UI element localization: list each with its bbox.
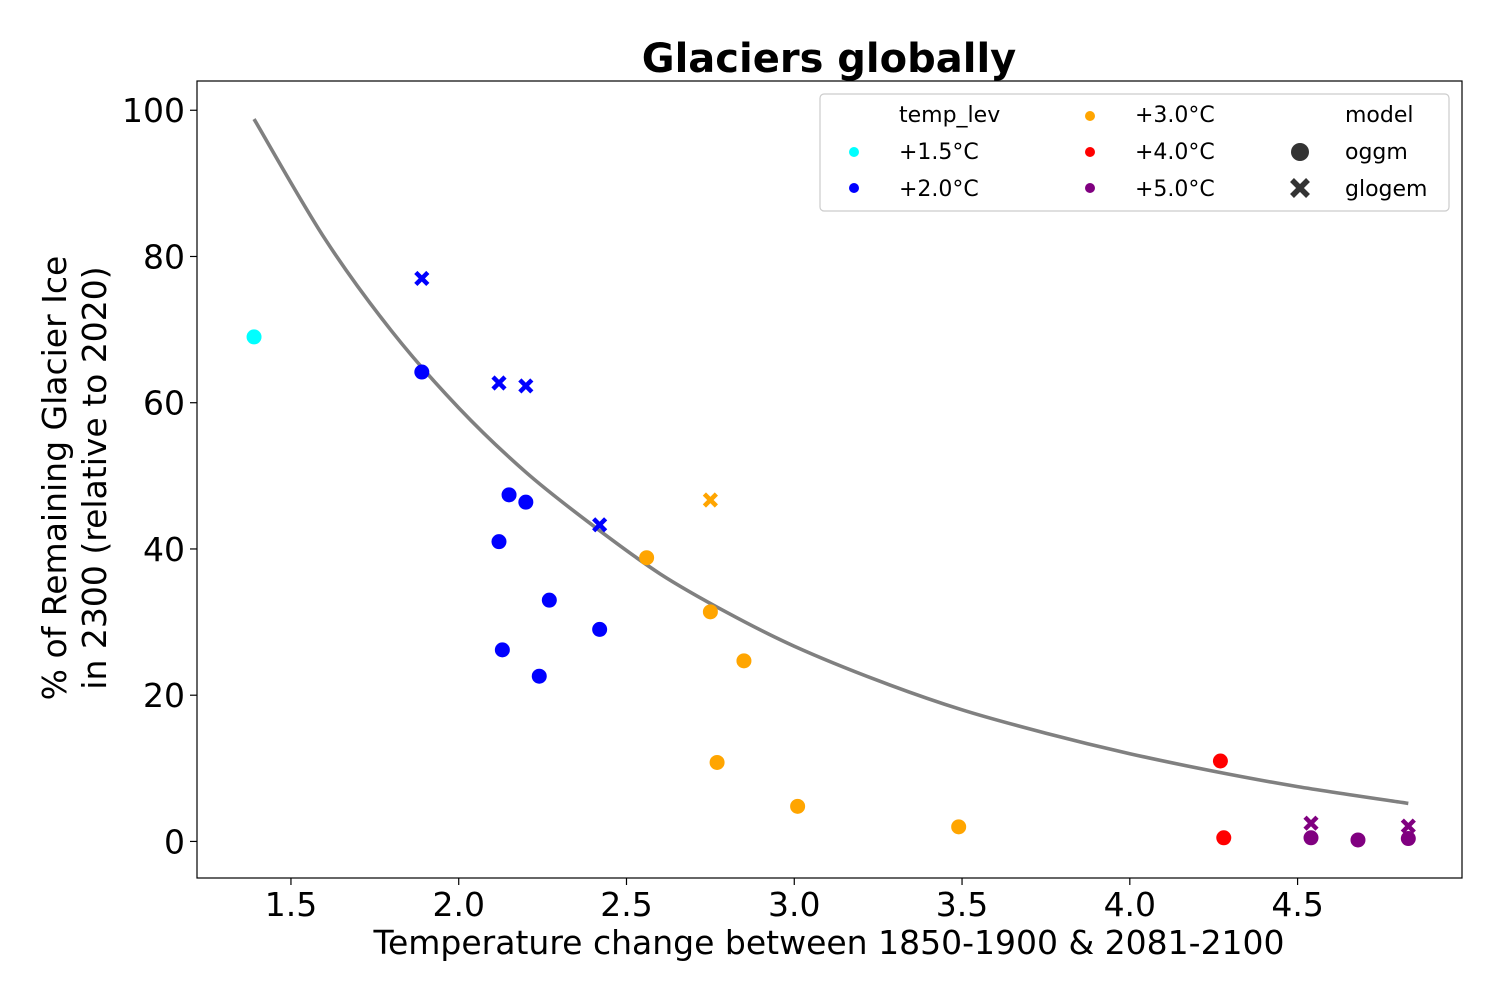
data-point-oggm [491, 534, 507, 550]
x-tick-label: 2.0 [432, 885, 484, 924]
legend-label-3-0: +3.0°C [1135, 103, 1215, 128]
plot-area [196, 80, 1463, 879]
data-point-oggm [531, 668, 547, 684]
legend: temp_lev model +1.5°C +2.0°C +3.0°C +4.0… [819, 93, 1450, 212]
data-point-oggm [246, 329, 262, 345]
chart-title: Glaciers globally [642, 36, 1017, 82]
data-point-oggm [1303, 830, 1319, 846]
x-tick-label: 2.5 [600, 885, 652, 924]
data-point-glogem [702, 492, 718, 508]
legend-marker-oggm [1291, 143, 1309, 161]
legend-label-oggm: oggm [1345, 140, 1408, 165]
data-point-oggm [702, 604, 718, 620]
data-point-glogem [592, 517, 608, 533]
data-point-glogem [518, 378, 534, 394]
data-point-oggm [501, 487, 517, 503]
y-tick-label: 60 [143, 384, 185, 423]
data-point-glogem [1303, 815, 1319, 831]
legend-marker-3-0 [1085, 111, 1095, 121]
data-point-oggm [494, 642, 510, 658]
data-point-oggm [414, 364, 430, 380]
y-axis-label-line2: in 2300 (relative to 2020) [75, 266, 114, 689]
data-point-oggm [541, 592, 557, 608]
legend-label-1-5: +1.5°C [899, 140, 979, 165]
legend-label-2-0: +2.0°C [899, 177, 979, 202]
y-axis-ticks: 0 20 40 60 80 100 [122, 91, 197, 861]
x-tick-label: 3.5 [936, 885, 988, 924]
y-tick-label: 40 [143, 530, 185, 569]
legend-marker-4-0 [1085, 147, 1095, 157]
x-axis-ticks: 1.5 2.0 2.5 3.0 3.5 4.0 4.5 [265, 878, 1324, 924]
data-point-oggm [709, 754, 725, 770]
y-axis-label-line1: % of Remaining Glacier Ice [35, 256, 74, 701]
x-tick-label: 4.0 [1104, 885, 1156, 924]
data-point-oggm [1350, 832, 1366, 848]
data-point-oggm [1216, 830, 1232, 846]
legend-marker-2-0 [849, 183, 859, 193]
y-tick-label: 20 [143, 676, 185, 715]
data-point-oggm [518, 494, 534, 510]
data-point-oggm [1400, 831, 1416, 847]
data-point-oggm [1212, 753, 1228, 769]
data-point-oggm [951, 819, 967, 835]
data-point-glogem [1400, 818, 1416, 834]
legend-title-temp: temp_lev [899, 103, 1000, 128]
data-point-oggm [639, 550, 655, 566]
x-tick-label: 4.5 [1271, 885, 1323, 924]
data-points [246, 270, 1416, 848]
y-tick-label: 0 [164, 822, 185, 861]
data-point-glogem [491, 375, 507, 391]
legend-label-glogem: glogem [1345, 177, 1427, 202]
legend-marker-5-0 [1085, 183, 1095, 193]
y-tick-label: 80 [143, 237, 185, 276]
legend-label-4-0: +4.0°C [1135, 140, 1215, 165]
data-point-oggm [790, 798, 806, 814]
fit-curve [252, 118, 1409, 806]
legend-title-model: model [1345, 103, 1414, 128]
legend-marker-glogem [1290, 178, 1310, 198]
y-tick-label: 100 [122, 91, 185, 130]
data-point-oggm [592, 621, 608, 637]
x-tick-label: 3.0 [768, 885, 820, 924]
data-point-glogem [414, 270, 430, 287]
data-point-oggm [736, 653, 752, 669]
x-tick-label: 1.5 [265, 885, 317, 924]
x-axis-label: Temperature change between 1850-1900 & 2… [372, 923, 1284, 962]
legend-marker-1-5 [849, 147, 859, 157]
legend-label-5-0: +5.0°C [1135, 177, 1215, 202]
